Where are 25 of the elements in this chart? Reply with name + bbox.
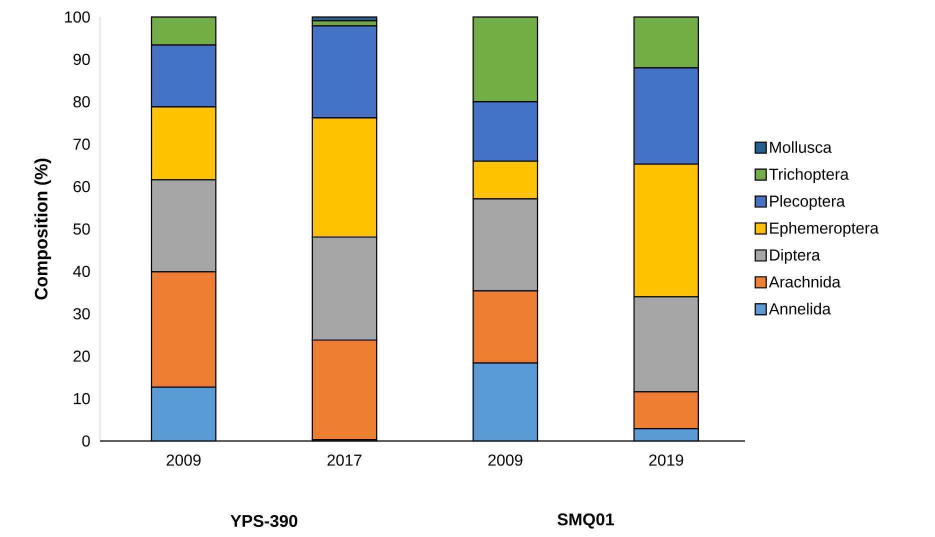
x-tick-label: 2009 [166,454,201,466]
text: YPS-390 [230,514,298,527]
y-tick-label: 100 [65,11,90,23]
y-tick-label: 60 [74,180,90,192]
x-tick-label: 2017 [328,454,362,466]
legend-label: Plecoptera [770,195,846,210]
text: SMQ01 [558,513,614,529]
y-axis-title: Composition (%) [34,158,52,300]
y-tick-label: 40 [73,266,90,278]
legend-label: Trichoptera [769,168,849,184]
legend-label: Mollusca [770,141,832,153]
legend-label: Ephemeroptera [770,222,879,237]
y-tick-label: 90 [74,54,90,66]
y-tick-label: 20 [74,350,90,362]
y-tick-label: 0 [82,435,90,447]
x-tick-label: 2009 [488,454,522,466]
y-tick-label: 30 [73,308,90,320]
x-tick-label: 2019 [649,454,684,466]
y-tick-label: 80 [73,96,90,108]
y-tick-label: 70 [74,138,90,150]
y-tick-label: 10 [74,392,90,404]
legend-label: Diptera [770,248,820,264]
legend-label: Arachnida [768,276,841,288]
legend-label: Annelida [768,302,831,314]
y-tick-label: 50 [73,223,90,235]
